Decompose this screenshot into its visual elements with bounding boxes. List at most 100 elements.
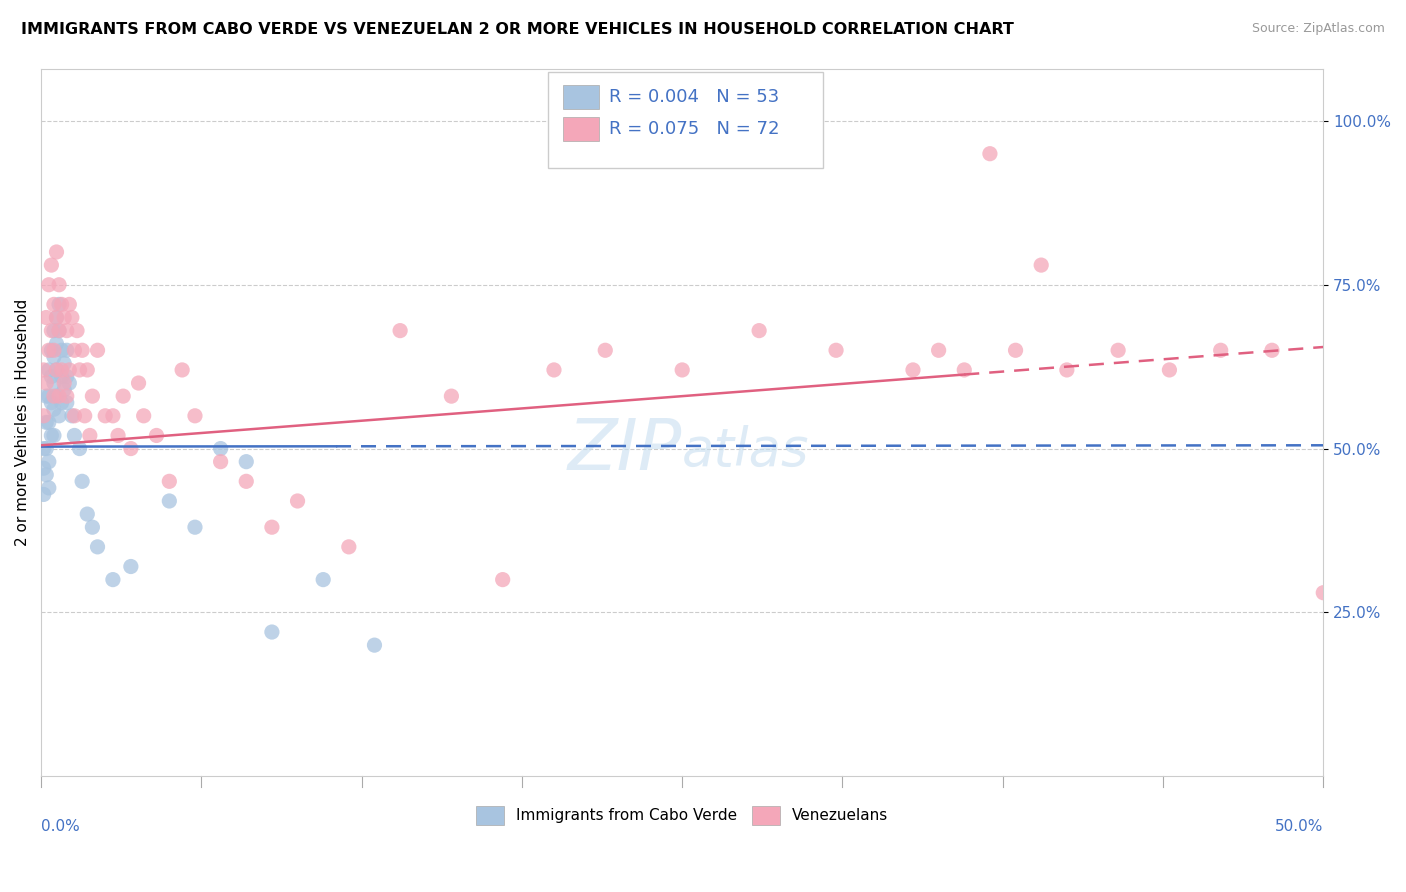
Point: [70, 475, 93, 489]
Point: [48, 277, 70, 292]
Text: ZIP: ZIP: [568, 417, 682, 485]
Point: [76, 363, 98, 377]
Point: [42, 376, 65, 390]
Point: [42, 297, 65, 311]
Point: [440, 389, 463, 403]
Point: [260, 625, 283, 640]
Text: R = 0.004   N = 53: R = 0.004 N = 53: [609, 87, 779, 106]
Point: [48, 324, 70, 338]
Point: [42, 324, 65, 338]
Point: [38, 389, 60, 403]
Point: [35, 310, 58, 325]
Point: [51, 369, 73, 384]
Text: Source: ZipAtlas.com: Source: ZipAtlas.com: [1251, 22, 1385, 36]
Point: [1107, 343, 1129, 358]
Point: [1056, 363, 1078, 377]
Point: [42, 428, 65, 442]
Point: [45, 389, 67, 403]
Text: 0.0%: 0.0%: [41, 819, 80, 834]
Point: [82, 520, 104, 534]
Point: [41, 369, 63, 384]
Point: [38, 363, 60, 377]
Point: [38, 455, 60, 469]
Point: [1159, 363, 1181, 377]
Point: [1004, 343, 1026, 358]
Point: [543, 363, 565, 377]
Point: [671, 363, 693, 377]
Point: [38, 415, 60, 429]
Point: [287, 494, 309, 508]
Point: [928, 343, 950, 358]
Point: [48, 409, 70, 423]
Point: [55, 395, 77, 409]
Point: [42, 389, 65, 403]
Point: [60, 310, 83, 325]
Point: [53, 356, 76, 370]
Point: [209, 442, 232, 456]
Point: [38, 343, 60, 358]
Point: [260, 520, 283, 534]
Point: [107, 428, 129, 442]
Point: [120, 442, 142, 456]
Point: [45, 310, 67, 325]
Point: [235, 475, 257, 489]
Point: [42, 402, 65, 417]
Point: [132, 409, 155, 423]
Point: [492, 573, 515, 587]
Point: [73, 409, 96, 423]
Point: [63, 409, 86, 423]
Point: [48, 324, 70, 338]
Point: [55, 324, 77, 338]
Point: [45, 363, 67, 377]
Point: [32, 487, 55, 501]
Point: [825, 343, 848, 358]
Point: [55, 343, 77, 358]
Point: [38, 277, 60, 292]
Point: [82, 389, 104, 403]
Legend: Immigrants from Cabo Verde, Venezuelans: Immigrants from Cabo Verde, Venezuelans: [468, 798, 896, 832]
Point: [70, 343, 93, 358]
Point: [55, 369, 77, 384]
Point: [35, 389, 58, 403]
Point: [86, 540, 108, 554]
FancyBboxPatch shape: [547, 72, 824, 168]
Point: [53, 383, 76, 397]
Point: [42, 350, 65, 364]
Point: [184, 409, 207, 423]
Point: [41, 324, 63, 338]
Point: [45, 244, 67, 259]
Point: [953, 363, 976, 377]
Point: [41, 258, 63, 272]
Text: 50.0%: 50.0%: [1275, 819, 1323, 834]
Point: [209, 455, 232, 469]
Point: [51, 395, 73, 409]
Point: [389, 324, 412, 338]
Bar: [562, 85, 599, 109]
Point: [32, 363, 55, 377]
Point: [55, 389, 77, 403]
Text: IMMIGRANTS FROM CABO VERDE VS VENEZUELAN 2 OR MORE VEHICLES IN HOUSEHOLD CORRELA: IMMIGRANTS FROM CABO VERDE VS VENEZUELAN…: [21, 22, 1014, 37]
Point: [76, 507, 98, 521]
Point: [1312, 585, 1334, 599]
Point: [45, 363, 67, 377]
Point: [32, 461, 55, 475]
Point: [593, 343, 616, 358]
Bar: [562, 118, 599, 142]
Point: [337, 540, 360, 554]
Point: [120, 559, 142, 574]
Text: atlas: atlas: [682, 425, 810, 476]
Point: [1209, 343, 1232, 358]
Point: [48, 297, 70, 311]
Point: [58, 363, 80, 377]
Point: [172, 363, 194, 377]
Point: [51, 297, 73, 311]
Point: [35, 376, 58, 390]
Point: [101, 573, 124, 587]
Point: [53, 376, 76, 390]
Point: [58, 297, 80, 311]
Point: [58, 376, 80, 390]
Text: R = 0.075   N = 72: R = 0.075 N = 72: [609, 120, 779, 138]
Point: [157, 475, 180, 489]
Point: [41, 428, 63, 442]
Point: [45, 336, 67, 351]
